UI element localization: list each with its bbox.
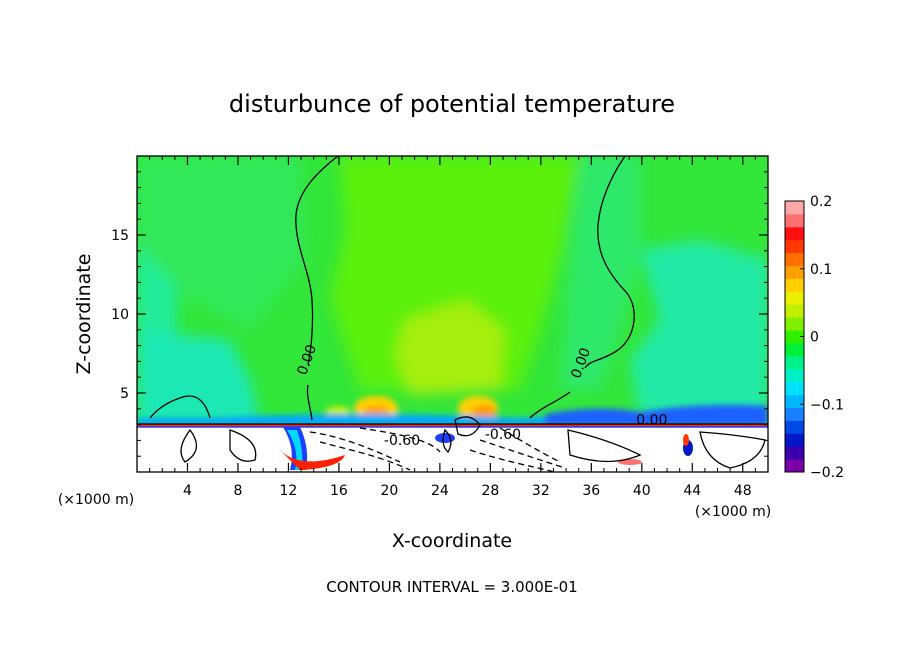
blob-red-right-2 <box>683 434 689 446</box>
contour-lines <box>137 156 768 469</box>
contour-label-3: -0.60 <box>384 433 420 449</box>
x-tick-label-11: 48 <box>734 483 752 499</box>
colorbar-segment-6 <box>785 381 804 396</box>
colorbar-segment-5 <box>785 394 804 408</box>
x-tick-label-4: 20 <box>380 483 398 499</box>
colorbar-segment-13 <box>785 291 804 305</box>
colorbar-segment-16 <box>785 252 804 267</box>
y-tick-label-1: 10 <box>111 307 129 323</box>
contour-label-2: 0.00 <box>636 413 667 429</box>
x-tick-label-0: 4 <box>183 483 192 499</box>
field-region-right-mid-green <box>560 156 640 390</box>
colorbar-tick-label-4: −0.2 <box>810 465 844 481</box>
terrain-anomalies <box>280 427 693 470</box>
field-region-left-green <box>137 156 305 330</box>
x-tick-label-3: 16 <box>330 483 348 499</box>
contour-label-4: -0.60 <box>485 427 521 443</box>
y-tick-label-2: 15 <box>111 228 129 244</box>
colorbar-tick-label-0: 0.2 <box>810 194 832 210</box>
field-region-right-cyan <box>630 240 768 420</box>
cool-band-right <box>545 404 768 426</box>
colorbar <box>785 201 804 473</box>
colorbar-ticks: 0.2 0.1 0 −0.1 −0.2 <box>800 194 844 481</box>
contour-zero-right <box>584 156 635 369</box>
contour-zero-right-lower <box>529 391 571 419</box>
colorbar-segment-15 <box>785 265 804 279</box>
x-tick-label-10: 44 <box>683 483 701 499</box>
x-tick-label-7: 32 <box>532 483 550 499</box>
contour-zero-left-bump <box>149 395 211 419</box>
contour-inner-5 <box>699 431 766 469</box>
colorbar-segment-11 <box>785 317 804 331</box>
x-tick-label-5: 24 <box>431 483 449 499</box>
contour-inner-2 <box>229 429 257 462</box>
temperature-field: 0.00 0.000.00-0.60 -0.60 <box>137 156 768 472</box>
colorbar-segment-17 <box>785 239 804 254</box>
x-tick-label-2: 12 <box>280 483 298 499</box>
blob-cool <box>435 433 455 443</box>
colorbar-segment-4 <box>785 407 804 421</box>
field-region-center-lightgreen <box>330 156 580 390</box>
field-region-lower-left-cyan <box>137 330 260 425</box>
colorbar-segment-2 <box>785 433 804 447</box>
colorbar-segment-1 <box>785 446 804 460</box>
contour-zero-left-lower <box>306 384 313 421</box>
colorbar-segment-20 <box>785 201 804 215</box>
colorbar-segment-3 <box>785 420 804 434</box>
neg-contour-1 <box>309 431 401 463</box>
field-region-center-yellowish <box>395 300 505 395</box>
x-axis-ticks: 4 8 12 16 20 24 28 32 36 40 44 48 <box>149 156 756 499</box>
y-tick-label-0: 5 <box>120 386 129 402</box>
x-unit-right: (×1000 m) <box>695 504 771 520</box>
contour-inner-3 <box>454 416 481 437</box>
neg-contour-2 <box>319 441 411 471</box>
colorbar-segment-7 <box>785 368 804 383</box>
negative-contours <box>309 427 566 472</box>
colorbar-segment-14 <box>785 278 804 292</box>
x-unit-left: (×1000 m) <box>58 492 134 508</box>
x-axis-label: X-coordinate <box>392 530 512 552</box>
x-tick-label-1: 8 <box>233 483 242 499</box>
chart-title: disturbunce of potential temperature <box>229 90 675 118</box>
contour-inner-1 <box>180 428 197 463</box>
y-axis-ticks: 5 10 15 <box>111 171 768 457</box>
contour-zero-left <box>295 156 339 366</box>
colorbar-segment-9 <box>785 342 804 357</box>
channel-cyan <box>287 430 303 470</box>
y-axis-label: Z-coordinate <box>73 254 95 375</box>
neg-contour-3 <box>359 427 441 453</box>
colorbar-tick-label-2: 0 <box>810 330 819 346</box>
neg-contour-4 <box>479 439 566 469</box>
lower-domain-white <box>137 425 768 472</box>
channel-warm <box>280 450 345 470</box>
colorbar-segment-0 <box>785 459 804 473</box>
colorbar-tick-label-1: 0.1 <box>810 262 832 278</box>
x-tick-label-6: 28 <box>481 483 499 499</box>
colorbar-segment-8 <box>785 355 804 370</box>
x-tick-label-8: 36 <box>582 483 600 499</box>
contour-interval-footer: CONTOUR INTERVAL = 3.000E-01 <box>326 578 577 596</box>
x-tick-label-9: 40 <box>633 483 651 499</box>
colorbar-segment-19 <box>785 213 804 228</box>
colorbar-segment-18 <box>785 226 804 241</box>
colorbar-segment-12 <box>785 304 804 318</box>
contour-inner-4 <box>567 429 642 463</box>
colorbar-tick-label-3: −0.1 <box>810 397 844 413</box>
colorbar-segment-10 <box>785 330 804 344</box>
neg-contour-6 <box>499 427 561 463</box>
contour-inner-6 <box>442 428 452 454</box>
